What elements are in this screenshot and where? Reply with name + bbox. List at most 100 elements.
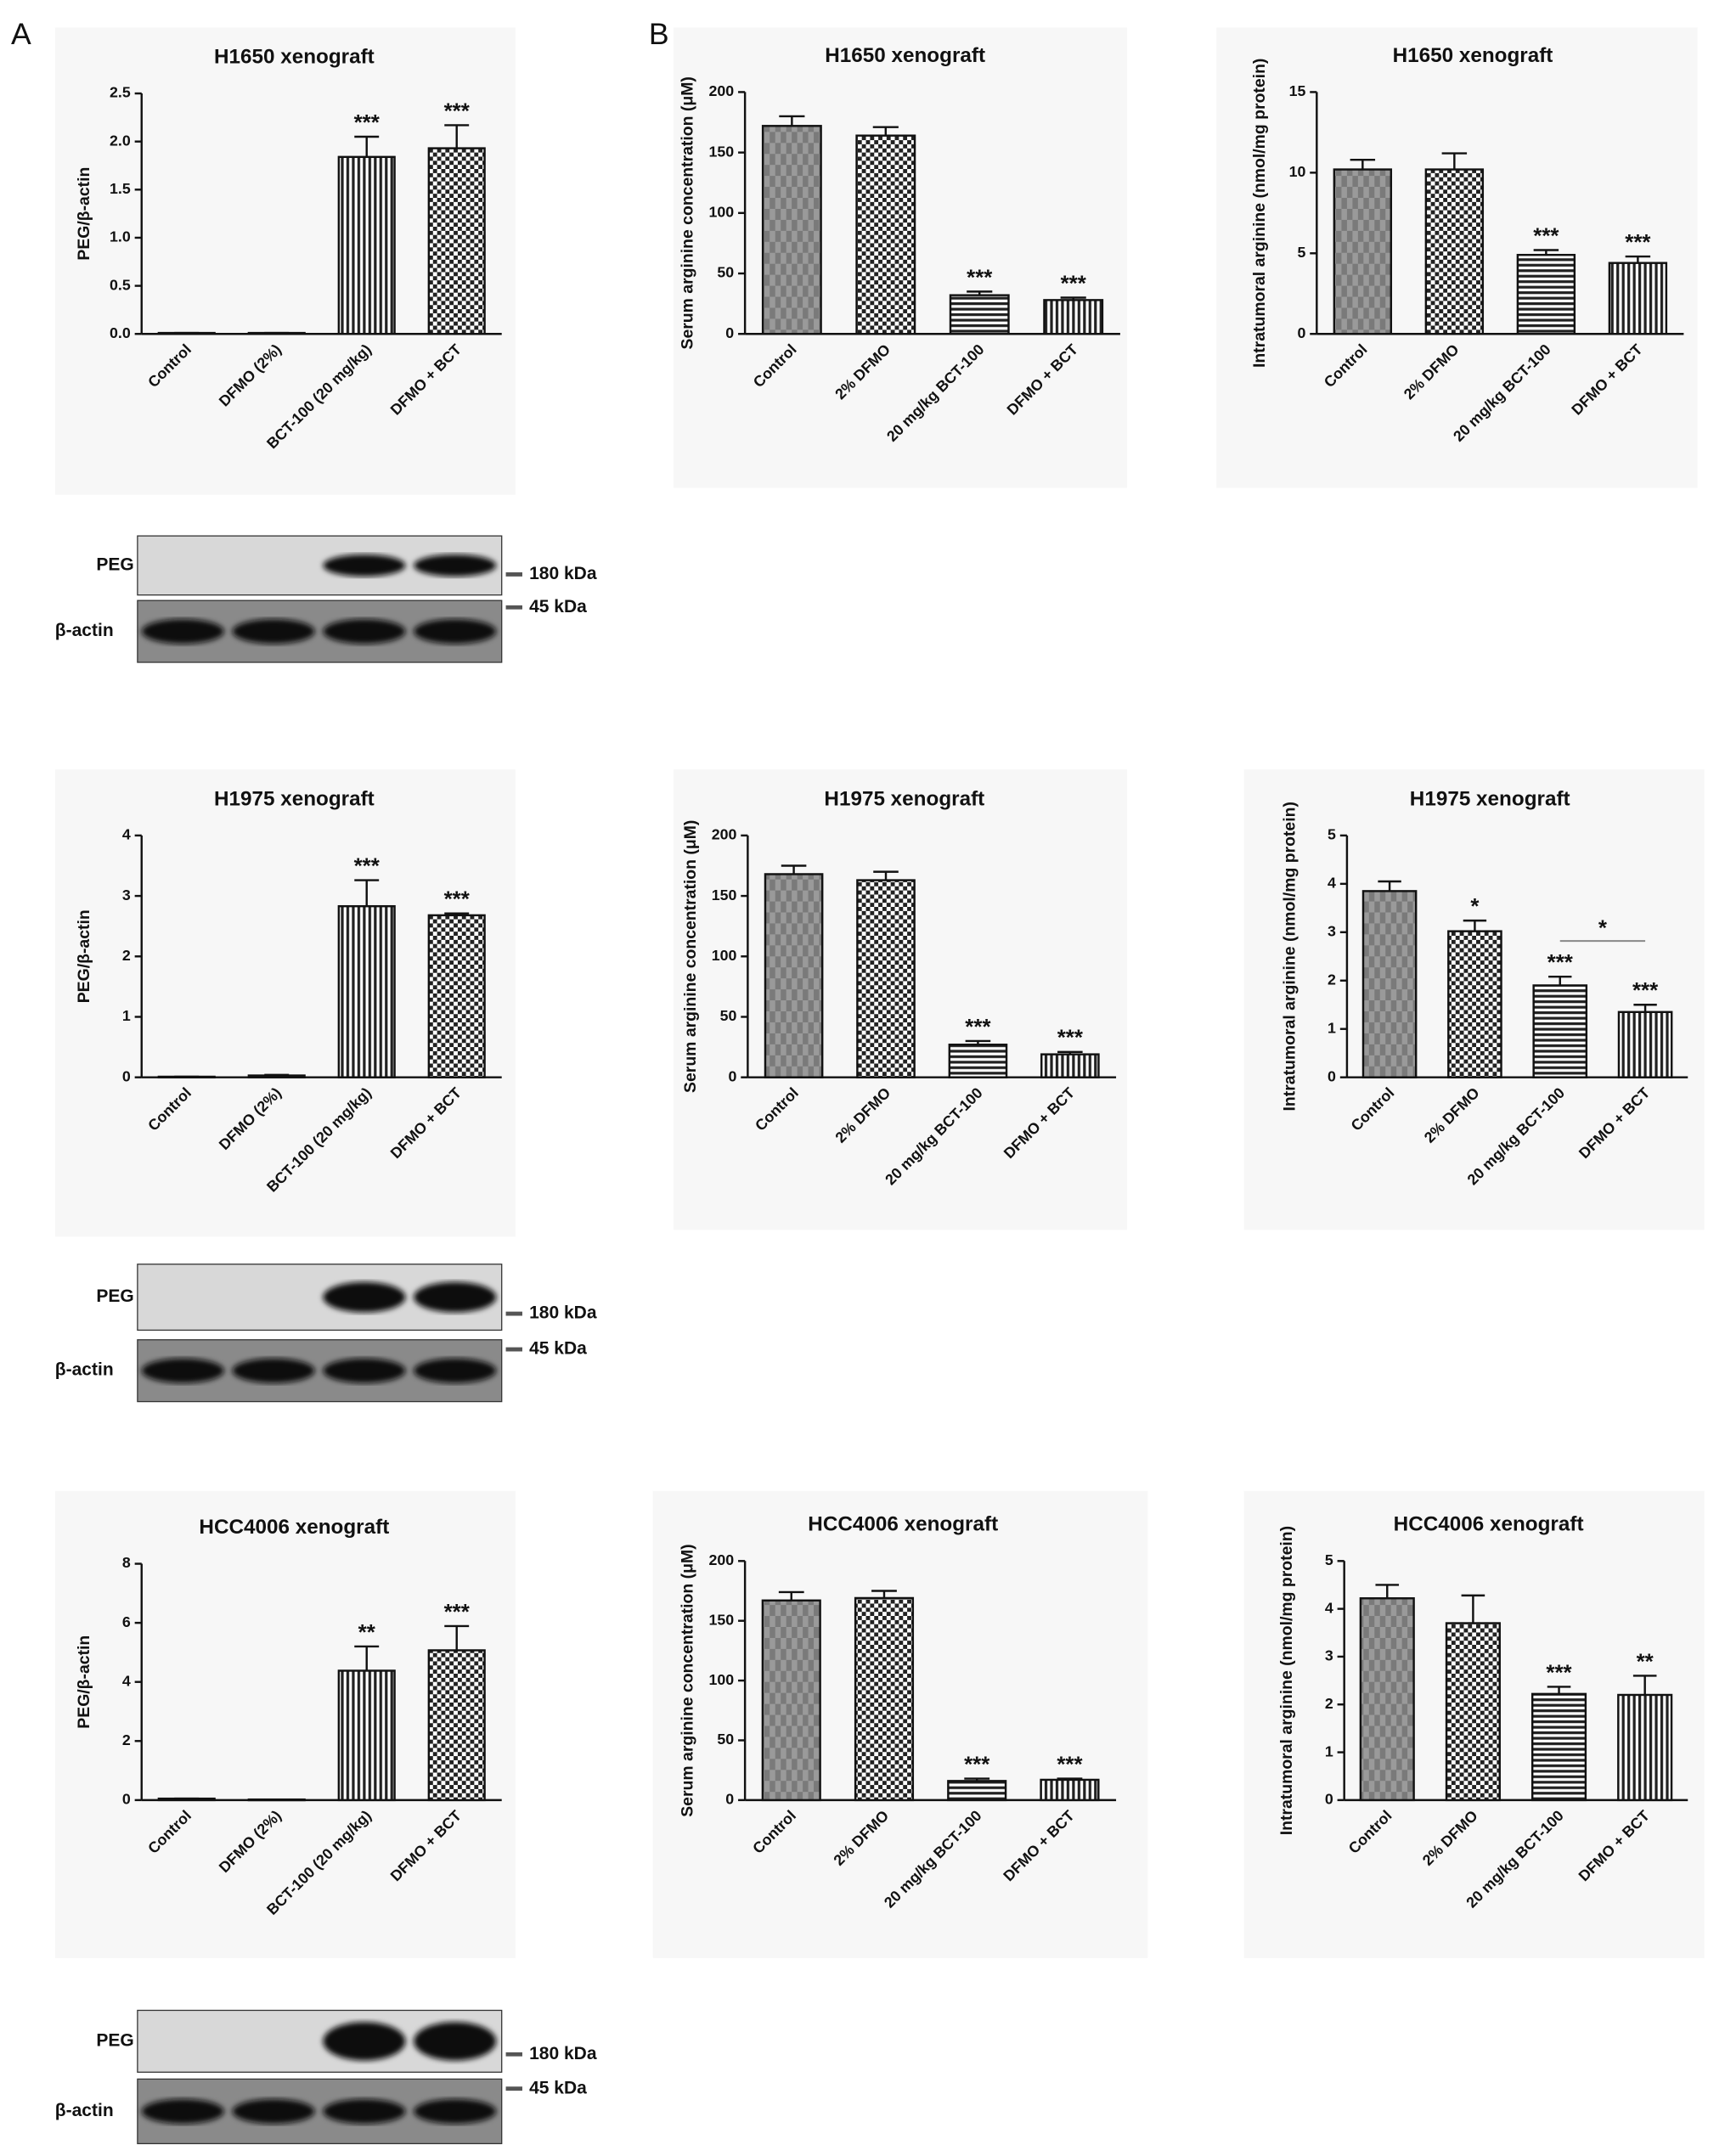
significance-label: ** xyxy=(358,1621,376,1645)
marker-label: 180 kDa xyxy=(529,564,597,583)
bar xyxy=(761,125,822,335)
y-tick-label: 5 xyxy=(1297,244,1305,261)
blot-band xyxy=(414,2098,497,2124)
y-tick-label: 3 xyxy=(1328,923,1336,940)
significance-label: * xyxy=(1470,895,1480,919)
blot-row-label: β-actin xyxy=(55,621,114,640)
y-tick-label: 2 xyxy=(1325,1695,1333,1712)
blot-row-label: PEG xyxy=(96,2030,133,2050)
bar xyxy=(337,155,396,335)
y-axis-label: Intratumoral arginine (nmol/mg protein) xyxy=(1280,802,1299,1111)
error-bar xyxy=(1350,158,1376,170)
blot-band xyxy=(232,2098,315,2124)
y-tick-label: 0 xyxy=(1328,1067,1336,1084)
blot-band xyxy=(323,2098,406,2124)
blot-band xyxy=(414,2022,497,2061)
y-tick-label: 0 xyxy=(725,1791,734,1808)
y-tick-label: 2 xyxy=(122,1731,131,1748)
panel-label: B xyxy=(649,17,669,51)
error-bar xyxy=(964,1777,990,1782)
error-bar xyxy=(444,912,470,915)
y-axis-label: PEG/β-actin xyxy=(75,1635,93,1729)
error-bar xyxy=(444,1624,470,1651)
y-tick-label: 2.0 xyxy=(110,132,131,149)
bar xyxy=(1516,253,1576,335)
chart-title: HCC4006 xenograft xyxy=(199,1516,389,1539)
error-bar xyxy=(967,290,993,296)
blot-band xyxy=(232,1358,315,1383)
y-tick-label: 0 xyxy=(725,324,734,341)
significance-label: *** xyxy=(444,1601,471,1624)
blot-strip xyxy=(137,535,503,596)
bar xyxy=(1617,1693,1673,1802)
y-tick-label: 0 xyxy=(122,1791,131,1808)
y-tick-label: 3 xyxy=(1325,1647,1333,1664)
significance-label: *** xyxy=(1547,951,1574,975)
blot-row-label: PEG xyxy=(96,1286,133,1306)
bar xyxy=(1333,168,1393,335)
bar xyxy=(1043,299,1104,335)
y-tick-label: 0 xyxy=(729,1067,737,1084)
significance-label: *** xyxy=(1057,1753,1083,1776)
bar xyxy=(337,904,396,1078)
y-tick-label: 50 xyxy=(717,264,734,281)
y-tick-label: 2 xyxy=(1328,971,1336,988)
bar xyxy=(1424,168,1485,335)
bar xyxy=(1361,890,1418,1078)
y-tick-label: 200 xyxy=(712,826,737,843)
error-bar xyxy=(354,879,380,907)
y-tick-label: 50 xyxy=(717,1731,734,1748)
y-tick-label: 1 xyxy=(122,1007,131,1024)
error-bar xyxy=(1375,1584,1400,1599)
bar xyxy=(1608,262,1668,335)
bar xyxy=(427,147,486,335)
error-bar xyxy=(1060,296,1086,301)
significance-label: *** xyxy=(1632,979,1659,1003)
y-tick-label: 150 xyxy=(708,1611,734,1628)
error-bar xyxy=(1533,249,1559,256)
marker-label: 180 kDa xyxy=(529,2044,597,2063)
y-axis-label: Serum arginine concentration (μM) xyxy=(679,76,697,349)
bar xyxy=(1617,1010,1673,1078)
marker-label: 45 kDa xyxy=(529,2078,587,2097)
bar xyxy=(1359,1597,1415,1802)
y-tick-label: 5 xyxy=(1328,826,1336,843)
chart-title: H1650 xenograft xyxy=(1393,44,1553,67)
y-axis-label: Serum arginine concentration (μM) xyxy=(681,820,700,1093)
y-tick-label: 150 xyxy=(712,887,737,903)
y-tick-label: 15 xyxy=(1289,82,1306,99)
chart-title: HCC4006 xenograft xyxy=(808,1513,998,1536)
blot-band xyxy=(323,1281,406,1313)
y-axis-label: PEG/β-actin xyxy=(75,909,93,1003)
significance-label: *** xyxy=(1546,1661,1572,1685)
error-bar xyxy=(779,115,805,127)
significance-label: *** xyxy=(964,1753,990,1776)
blot-band xyxy=(323,1358,406,1383)
error-bar xyxy=(1441,152,1468,170)
y-tick-label: 1.5 xyxy=(110,180,131,197)
y-tick-label: 50 xyxy=(720,1007,737,1024)
y-tick-label: 0 xyxy=(1325,1791,1333,1808)
error-bar xyxy=(778,1590,804,1601)
error-bar xyxy=(1463,919,1487,932)
error-bar xyxy=(1548,975,1572,986)
significance-label: *** xyxy=(444,99,471,123)
significance-label: ** xyxy=(1637,1650,1655,1674)
y-tick-label: 1 xyxy=(1325,1742,1333,1759)
y-tick-label: 1 xyxy=(1328,1019,1336,1036)
error-bar xyxy=(873,870,899,881)
blot-band xyxy=(323,619,406,645)
blot-band xyxy=(414,1281,497,1313)
bar xyxy=(1447,930,1502,1078)
marker-label: 45 kDa xyxy=(529,1339,587,1359)
bar xyxy=(427,1649,486,1802)
error-bar xyxy=(871,1590,897,1598)
bar xyxy=(1040,1053,1100,1078)
error-bar xyxy=(1633,1004,1657,1012)
error-bar xyxy=(1057,1050,1083,1055)
error-bar xyxy=(965,1039,991,1045)
significance-label: *** xyxy=(1533,224,1559,248)
marker-label: 180 kDa xyxy=(529,1303,597,1323)
significance-label: *** xyxy=(1625,231,1651,255)
